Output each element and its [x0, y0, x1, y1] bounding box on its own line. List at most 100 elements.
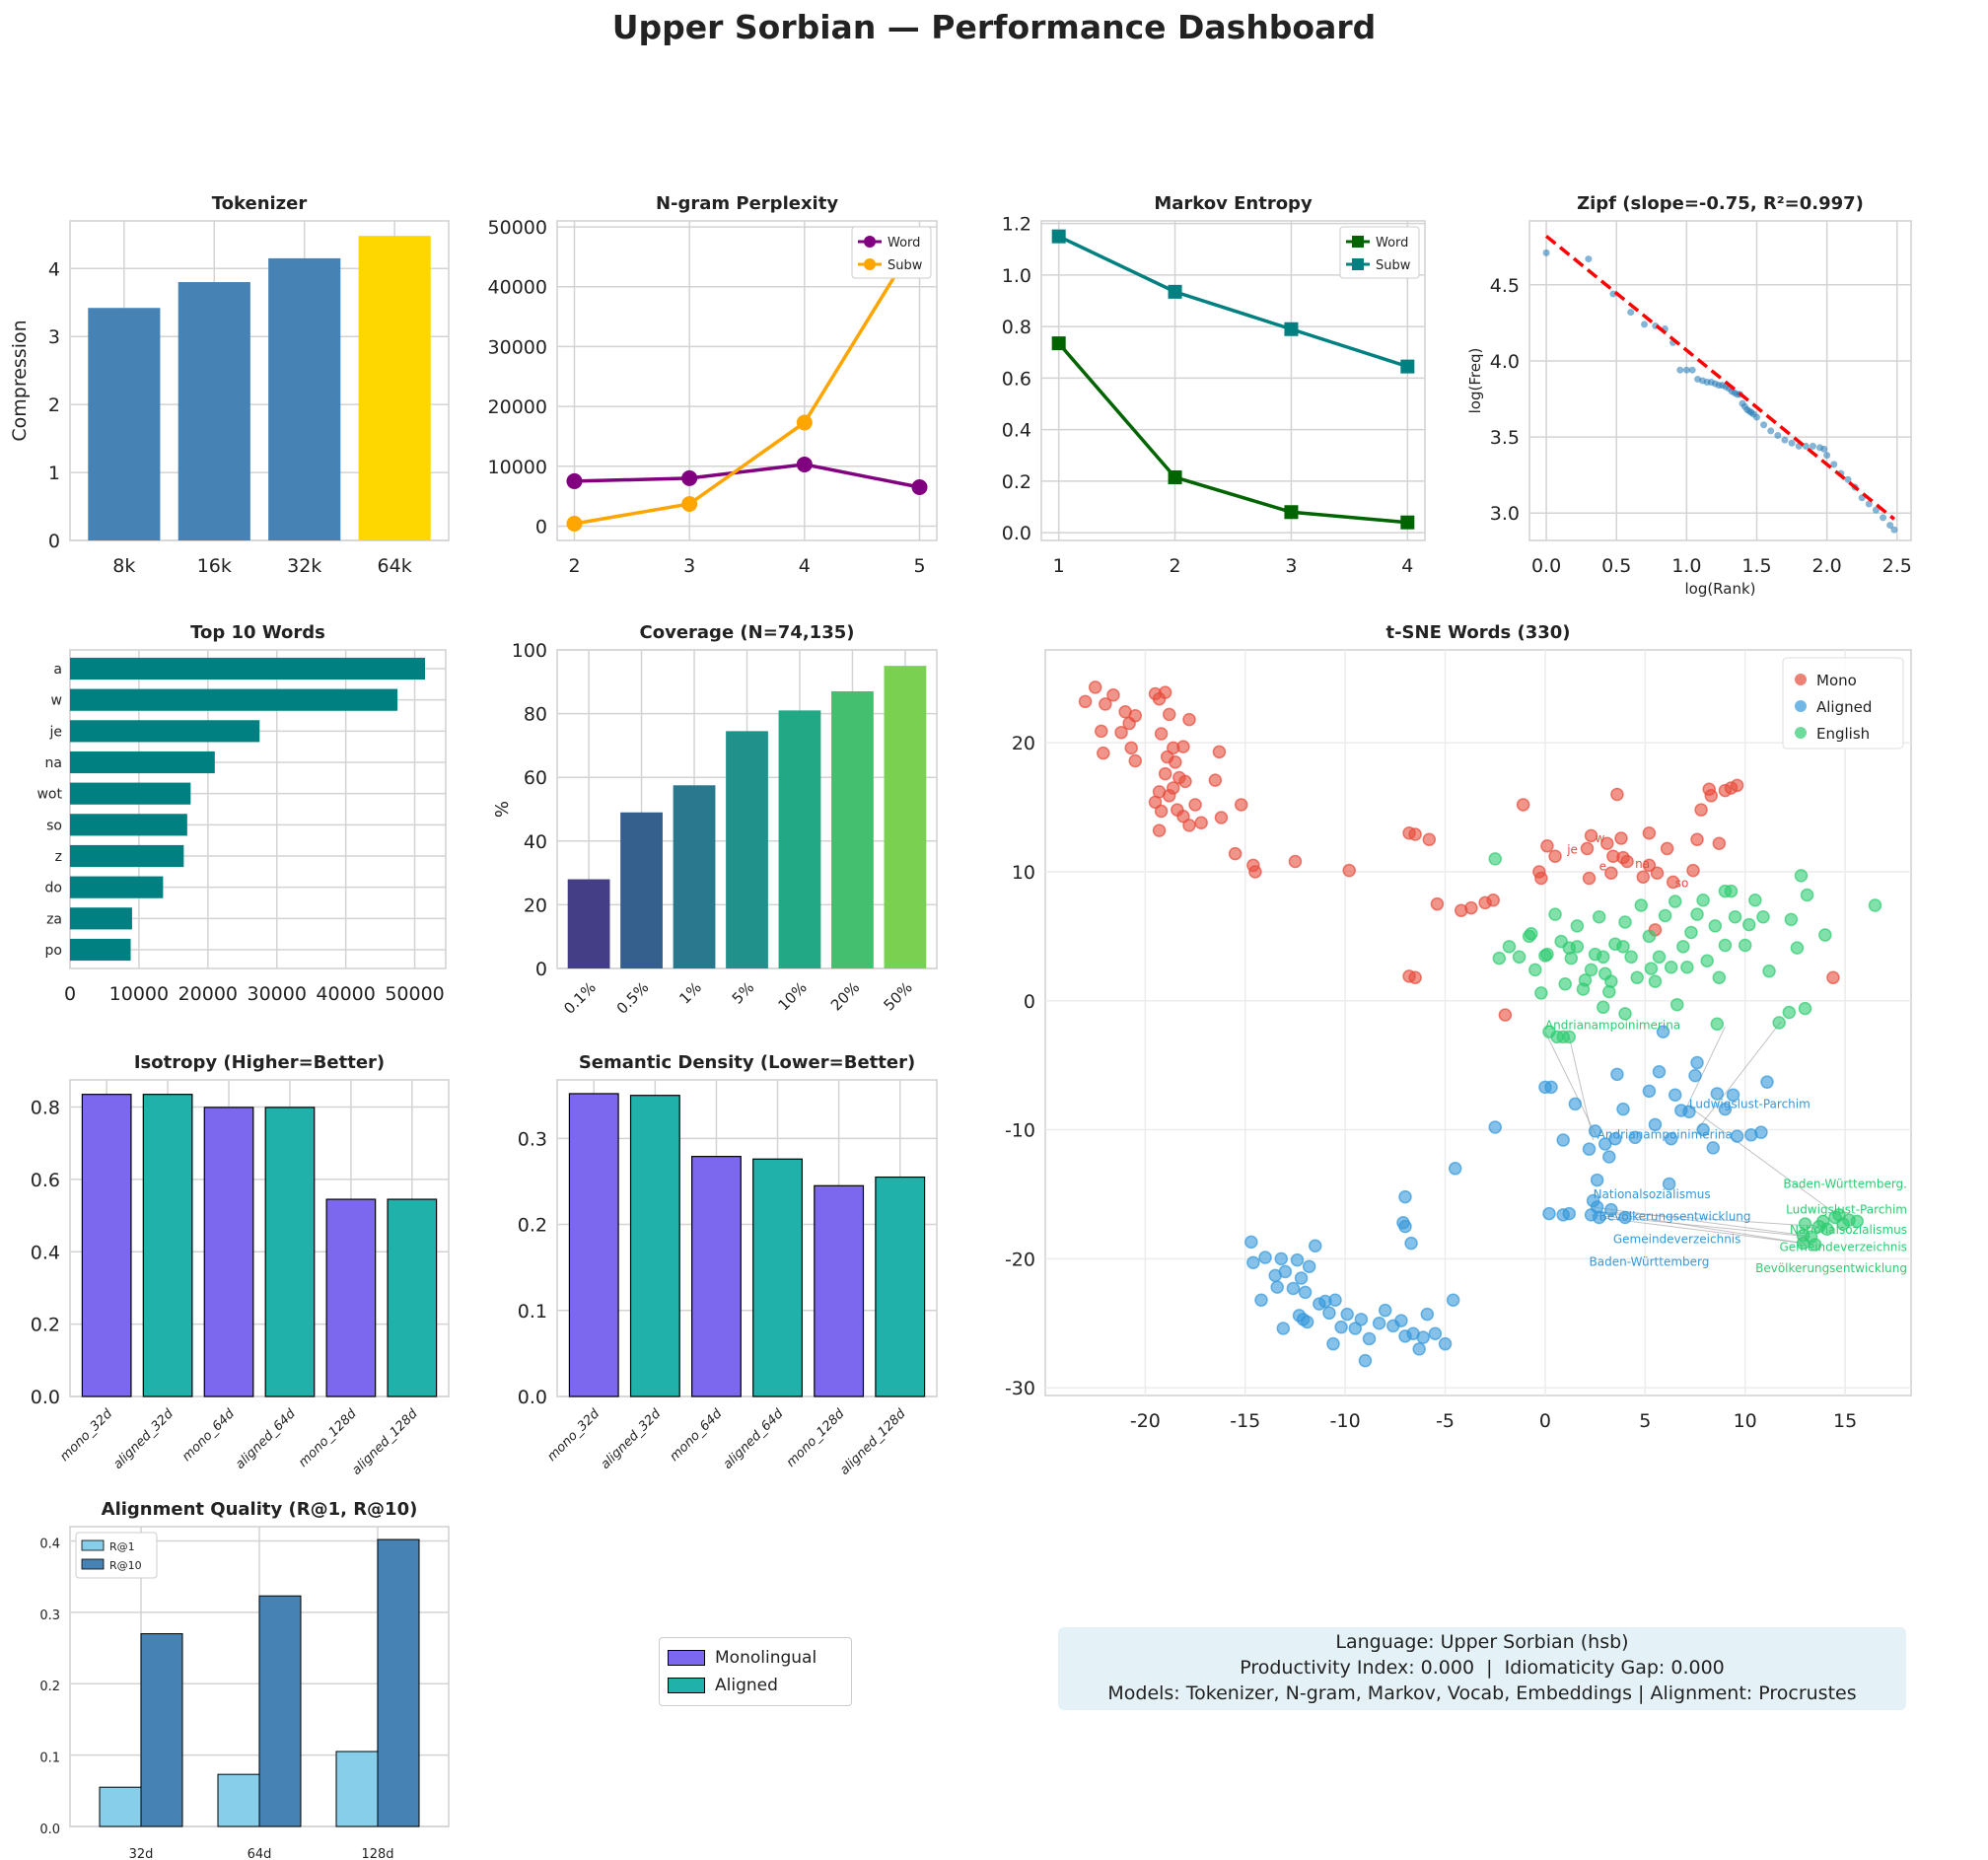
zipf-point [1682, 366, 1690, 374]
y-tick-label: za [46, 911, 62, 927]
data-point [796, 456, 813, 472]
data-point [681, 469, 698, 486]
point-english [1718, 884, 1733, 898]
x-tick-label: 50% [880, 978, 915, 1014]
y-tick-label: 4 [48, 258, 60, 280]
legend-label: Subw [1376, 258, 1411, 273]
y-tick-label: -30 [1005, 1378, 1035, 1399]
bar-32k [268, 257, 341, 540]
bar-R@10-32d [140, 1633, 183, 1827]
point-mono [1642, 825, 1657, 840]
point-english [1756, 909, 1770, 924]
x-tick-label: 40000 [316, 983, 375, 1005]
point-mono [1580, 841, 1595, 856]
plot-area [69, 1079, 450, 1397]
x-tick-label: 8k [112, 555, 135, 577]
legend-marker [1795, 674, 1807, 685]
legend-label: Mono [1816, 672, 1857, 689]
point-aligned [1488, 1120, 1502, 1134]
point-english [1534, 986, 1548, 1000]
bar-po [70, 938, 131, 962]
point-english [1558, 977, 1572, 991]
zipf-point [1886, 522, 1894, 530]
point-aligned [1718, 1102, 1733, 1116]
point-aligned [1378, 1303, 1392, 1318]
legend-item-aligned: Aligned [668, 1672, 843, 1699]
series-line-subw [1057, 235, 1408, 369]
y-tick-label: 0.0 [518, 1387, 547, 1408]
point-aligned [1664, 1131, 1678, 1146]
x-tick-label: 0.5% [613, 978, 653, 1018]
point-mono [1208, 773, 1223, 787]
x-tick-label: 5 [913, 555, 925, 577]
point-mono [1248, 865, 1262, 879]
point-english [1570, 919, 1585, 933]
point-mono [1162, 789, 1176, 803]
legend-label-aligned: Aligned [715, 1676, 778, 1695]
point-aligned [1568, 1097, 1583, 1111]
point-mono [1408, 970, 1422, 984]
bar-mono_32d [568, 1093, 619, 1397]
point-aligned [1328, 1293, 1342, 1307]
bar-aligned_32d [629, 1095, 680, 1397]
point-english [1712, 970, 1727, 984]
point-mono [1106, 688, 1120, 702]
point-aligned [1416, 1330, 1430, 1344]
x-tick-label: 3 [683, 555, 695, 577]
y-tick-label: 0.0 [31, 1387, 60, 1408]
point-annotation: Bevölkerungsentwicklung [1755, 1261, 1907, 1275]
y-tick-label: 0.8 [1002, 317, 1031, 338]
point-aligned [1428, 1326, 1443, 1340]
point-annotation: Andrianampoinimerina [1545, 1019, 1680, 1033]
y-tick-label: 0.0 [39, 1823, 60, 1837]
legend-marker [1795, 700, 1807, 712]
zipf-point [1880, 514, 1887, 522]
zipf-point [1830, 461, 1838, 468]
point-aligned [1760, 1075, 1774, 1089]
point-aligned [1726, 1088, 1740, 1102]
point-mono [1582, 871, 1597, 886]
point-mono [1534, 871, 1548, 886]
legend-label: Word [1376, 236, 1408, 250]
point-english [1710, 1017, 1725, 1032]
bar-mono_32d [81, 1094, 132, 1397]
x-tick-label: 0 [1539, 1410, 1551, 1432]
x-tick-label: 15 [1833, 1410, 1857, 1432]
point-aligned [1688, 1068, 1702, 1083]
chart-zipf: 3.0 3.5 4.0 4.5 0.0 0.5 1.0 1.5 2.0 2.5 Zipf (slop… [1466, 193, 1912, 598]
point-mono [1660, 841, 1674, 856]
chart-title: Isotropy (Higher=Better) [134, 1052, 385, 1073]
x-axis-label: log(Rank) [1684, 580, 1755, 598]
point-mono [1095, 724, 1108, 739]
point-english [1808, 1238, 1822, 1252]
point-english [1584, 963, 1598, 977]
zipf-point [1752, 413, 1760, 421]
x-tick-label: 0.1% [560, 978, 600, 1018]
bar-0.5% [620, 812, 663, 968]
zipf-point [1688, 366, 1696, 374]
x-tick-label: 2.5 [1882, 555, 1912, 577]
legend-swatch-aligned [668, 1678, 705, 1693]
point-aligned [1274, 1252, 1289, 1266]
point-english [1522, 929, 1536, 944]
y-tick-label: 20 [1012, 733, 1035, 754]
point-mono [1162, 707, 1176, 722]
point-aligned [1610, 1067, 1624, 1082]
y-tick-label: 4.5 [1490, 275, 1520, 297]
x-tick-label: 50000 [385, 983, 444, 1005]
point-aligned [1394, 1314, 1408, 1327]
legend-swatch-monolingual [668, 1650, 705, 1666]
x-tick-label: 64k [378, 555, 412, 577]
x-tick-label: 20% [827, 978, 863, 1014]
bar-za [70, 907, 132, 930]
legend-label: R@10 [109, 1559, 142, 1572]
chart-title: Zipf (slope=-0.75, R²=0.997) [1577, 193, 1864, 214]
bar-so [70, 814, 187, 836]
chart-title: Top 10 Words [190, 622, 325, 643]
point-aligned [1562, 1206, 1577, 1221]
legend-box [1782, 657, 1904, 750]
point-mono [1228, 846, 1242, 861]
point-english [1836, 1217, 1850, 1231]
zipf-point [1760, 421, 1768, 429]
point-annotation: w [1596, 831, 1605, 845]
